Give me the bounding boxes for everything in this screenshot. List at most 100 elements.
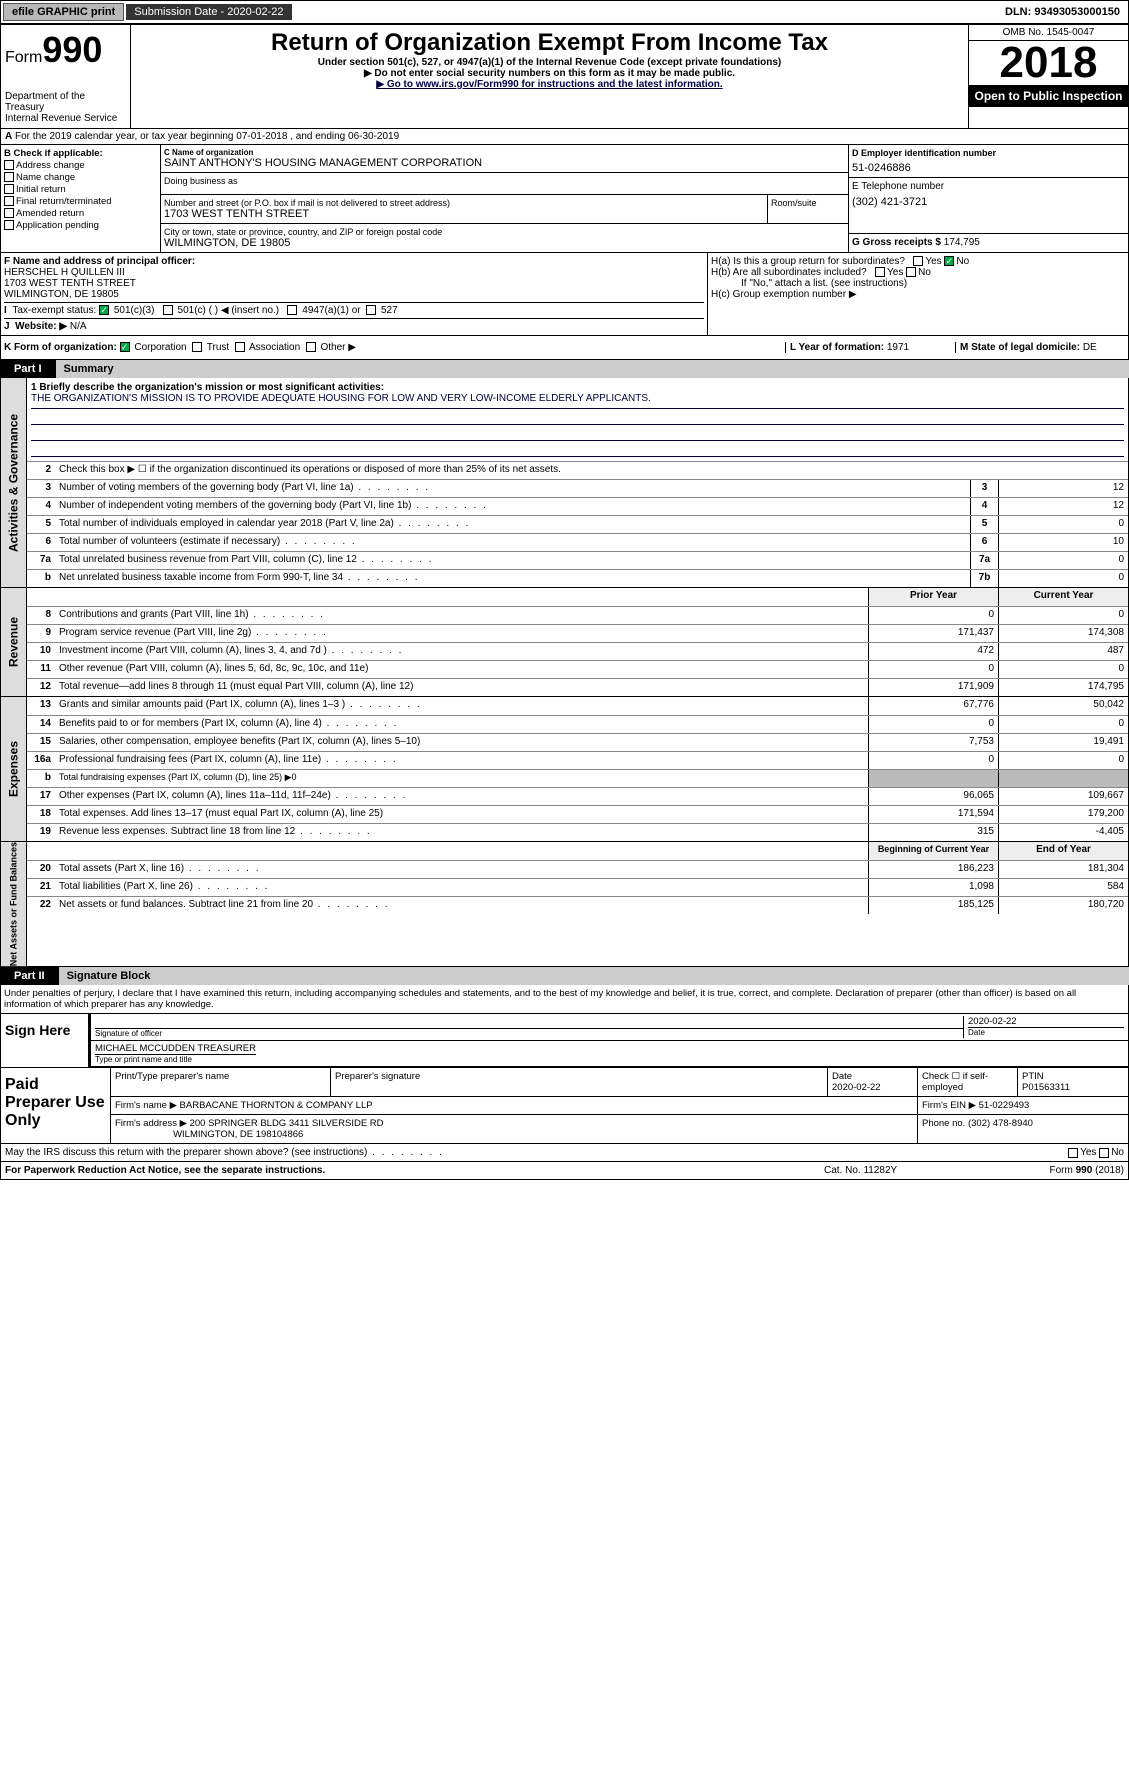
firm-ein: 51-0229493 <box>979 1100 1030 1111</box>
l22c: 180,720 <box>998 897 1128 914</box>
website: N/A <box>70 321 87 332</box>
l15t: Salaries, other compensation, employee b… <box>55 734 868 751</box>
form-word: Form <box>5 49 42 66</box>
m-lbl: M State of legal domicile: <box>960 342 1080 353</box>
discuss-no[interactable] <box>1099 1148 1109 1158</box>
firm-lbl: Firm's name ▶ <box>115 1100 177 1111</box>
l14p: 0 <box>868 716 998 733</box>
cb-501c[interactable] <box>163 305 173 315</box>
preparer-block: Paid Preparer Use Only Print/Type prepar… <box>0 1068 1129 1144</box>
tab-expenses: Expenses <box>1 697 27 841</box>
l11t: Other revenue (Part VIII, column (A), li… <box>55 661 868 678</box>
subtitle-3[interactable]: ▶ Go to www.irs.gov/Form990 for instruct… <box>135 79 964 90</box>
l18p: 171,594 <box>868 806 998 823</box>
prep-name-lbl: Print/Type preparer's name <box>111 1068 331 1096</box>
city-lbl: City or town, state or province, country… <box>164 227 845 237</box>
l21c: 584 <box>998 879 1128 896</box>
irs: Internal Revenue Service <box>5 113 126 124</box>
expenses-table: Expenses 13Grants and similar amounts pa… <box>0 697 1129 842</box>
street-address: 1703 WEST TENTH STREET <box>164 208 764 220</box>
hdr-eoy: End of Year <box>998 842 1128 860</box>
cb-initial[interactable]: Initial return <box>4 184 157 195</box>
hb-no[interactable] <box>906 267 916 277</box>
cb-corp[interactable] <box>120 342 130 352</box>
l12t: Total revenue—add lines 8 through 11 (mu… <box>55 679 868 696</box>
line7a-v: 0 <box>998 552 1128 569</box>
b-label: B Check if applicable: <box>4 148 103 159</box>
footer: For Paperwork Reduction Act Notice, see … <box>0 1162 1129 1180</box>
part1-title: Summary <box>56 360 1129 378</box>
efile-btn[interactable]: efile GRAPHIC print <box>3 3 124 21</box>
cb-address-change[interactable]: Address change <box>4 160 157 171</box>
l10t: Investment income (Part VIII, column (A)… <box>55 643 868 660</box>
q1-lbl: 1 Briefly describe the organization's mi… <box>31 382 1124 393</box>
blank-line <box>31 441 1124 457</box>
line5-t: Total number of individuals employed in … <box>55 516 970 533</box>
cb-pending[interactable]: Application pending <box>4 220 157 231</box>
l15p: 7,753 <box>868 734 998 751</box>
cb-amended[interactable]: Amended return <box>4 208 157 219</box>
l18c: 179,200 <box>998 806 1128 823</box>
hb-yes[interactable] <box>875 267 885 277</box>
cb-527[interactable] <box>366 305 376 315</box>
l-lbl: L Year of formation: <box>790 342 884 353</box>
q2: Check this box ▶ ☐ if the organization d… <box>55 462 1128 479</box>
line4-v: 12 <box>998 498 1128 515</box>
cb-other[interactable] <box>306 342 316 352</box>
row-klm: K Form of organization: Corporation Trus… <box>0 336 1129 360</box>
dba-lbl: Doing business as <box>164 176 238 186</box>
col-deg: D Employer identification number 51-0246… <box>848 145 1128 252</box>
prep-date: 2020-02-22 <box>832 1082 881 1093</box>
hdr-bcy: Beginning of Current Year <box>868 842 998 860</box>
blank-line <box>31 409 1124 425</box>
cb-trust[interactable] <box>192 342 202 352</box>
tab-activities: Activities & Governance <box>1 378 27 587</box>
tax-year: 2018 <box>969 41 1128 85</box>
tab-netassets: Net Assets or Fund Balances <box>1 842 27 966</box>
ha-no[interactable] <box>944 256 954 266</box>
line5-v: 0 <box>998 516 1128 533</box>
l9c: 174,308 <box>998 625 1128 642</box>
f-lbl: F Name and address of principal officer: <box>4 256 195 267</box>
cb-assoc[interactable] <box>235 342 245 352</box>
row-i: I Tax-exempt status: 501(c)(3) 501(c) ( … <box>4 302 704 316</box>
discuss-text: May the IRS discuss this return with the… <box>5 1147 1068 1158</box>
form-title: Return of Organization Exempt From Incom… <box>135 29 964 57</box>
dept-treasury: Department of the Treasury <box>5 91 126 113</box>
line6-v: 10 <box>998 534 1128 551</box>
l21p: 1,098 <box>868 879 998 896</box>
sign-here-lbl: Sign Here <box>1 1014 91 1067</box>
l19c: -4,405 <box>998 824 1128 841</box>
line6-t: Total number of volunteers (estimate if … <box>55 534 970 551</box>
l20c: 181,304 <box>998 861 1128 878</box>
officer-name: HERSCHEL H QUILLEN III <box>4 267 704 278</box>
form-foot: Form 990 (2018) <box>984 1165 1124 1176</box>
cb-name-change[interactable]: Name change <box>4 172 157 183</box>
l13p: 67,776 <box>868 697 998 715</box>
k-lbl: K Form of organization: <box>4 342 117 353</box>
line4-t: Number of independent voting members of … <box>55 498 970 515</box>
l20t: Total assets (Part X, line 16) <box>55 861 868 878</box>
h-b: H(b) Are all subordinates included? Yes … <box>711 267 1125 278</box>
col-c: C Name of organization SAINT ANTHONY'S H… <box>161 145 848 252</box>
l19p: 315 <box>868 824 998 841</box>
firm-addr-lbl: Firm's address ▶ <box>115 1118 187 1129</box>
discuss-yes[interactable] <box>1068 1148 1078 1158</box>
line7b-t: Net unrelated business taxable income fr… <box>55 570 970 587</box>
officer-city: WILMINGTON, DE 19805 <box>4 289 704 300</box>
firm-addr2: WILMINGTON, DE 198104866 <box>173 1129 303 1140</box>
cb-501c3[interactable] <box>99 305 109 315</box>
prep-sig-lbl: Preparer's signature <box>331 1068 828 1096</box>
l17t: Other expenses (Part IX, column (A), lin… <box>55 788 868 805</box>
col-b: B Check if applicable: Address change Na… <box>1 145 161 252</box>
hdr-py: Prior Year <box>868 588 998 606</box>
ha-yes[interactable] <box>913 256 923 266</box>
l20p: 186,223 <box>868 861 998 878</box>
l15c: 19,491 <box>998 734 1128 751</box>
cb-final[interactable]: Final return/terminated <box>4 196 157 207</box>
form-header: Form990 Department of the Treasury Inter… <box>0 24 1129 129</box>
cb-4947[interactable] <box>287 305 297 315</box>
l17c: 109,667 <box>998 788 1128 805</box>
summary-table: Activities & Governance 1 Briefly descri… <box>0 378 1129 588</box>
row-a: A For the 2019 calendar year, or tax yea… <box>0 129 1129 145</box>
